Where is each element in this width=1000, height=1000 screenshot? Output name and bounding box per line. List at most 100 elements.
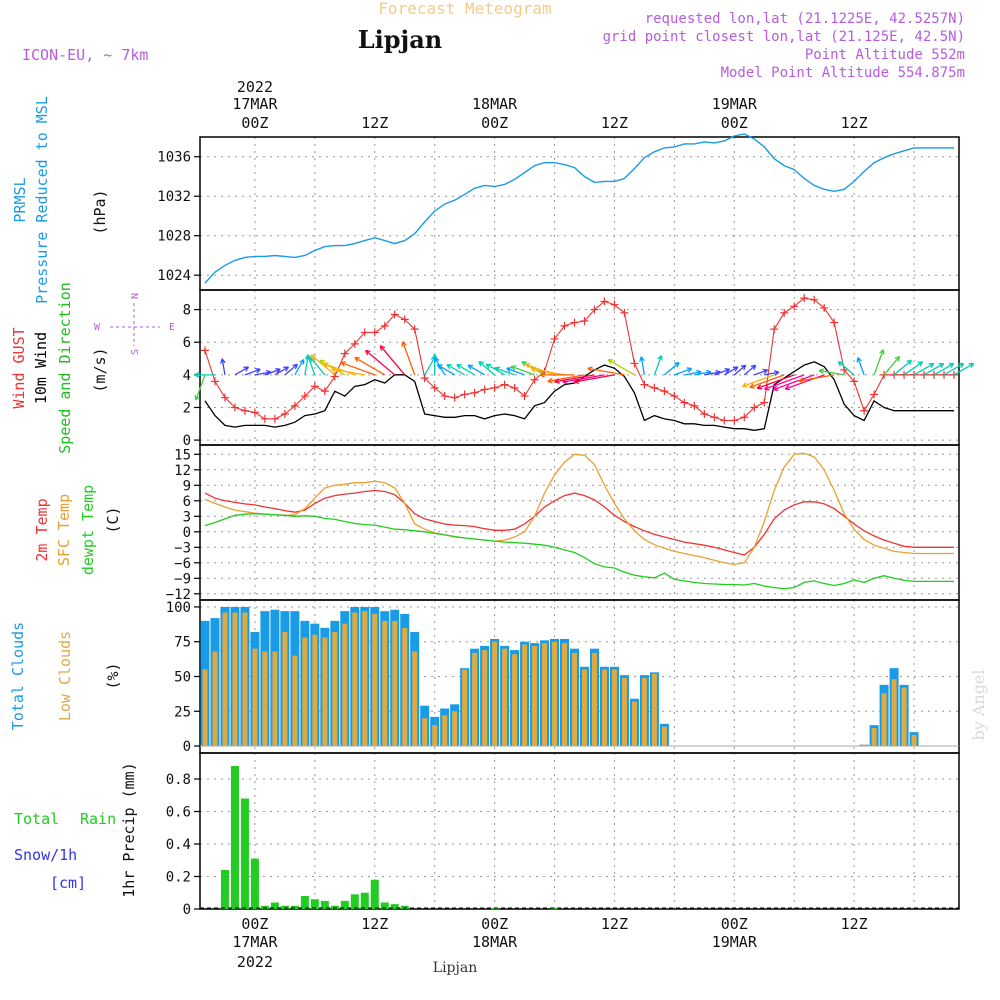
precip-ytick-label: 0.8 [166, 772, 191, 788]
gust-marker [240, 406, 249, 415]
wind-arrowhead [740, 364, 747, 371]
low-cloud-bar [322, 637, 328, 747]
wind-arrowhead [750, 364, 757, 371]
top-hour-label: 00Z [481, 114, 508, 132]
total-clouds-label: Total Clouds [9, 622, 27, 730]
wind-line [204, 361, 954, 431]
wind-arrowhead [283, 366, 289, 372]
precip-bar [250, 858, 259, 909]
bottom-hour-label: 12Z [361, 915, 388, 933]
low-cloud-bar [302, 637, 308, 747]
wind-arrowhead [938, 362, 945, 369]
gust-marker [670, 392, 679, 401]
top-hour-label: 12Z [601, 114, 628, 132]
wind-arrowhead [506, 367, 512, 373]
gust-marker [730, 416, 739, 425]
gust-marker [310, 382, 319, 391]
gust-marker [370, 328, 379, 337]
wind-ytick-label: 8 [183, 303, 191, 319]
gust-marker [320, 387, 329, 396]
gust-marker [490, 383, 499, 392]
wind-arrow [893, 359, 912, 376]
low-cloud-bar [502, 648, 508, 747]
sfctemp-label: SFC Temp [55, 494, 73, 566]
gust-marker [260, 414, 269, 423]
temp-ytick-label: 6 [183, 494, 191, 510]
gust-marker [580, 317, 589, 325]
wind-arrowhead [467, 364, 474, 370]
wind-arrowhead [562, 378, 568, 385]
low-cloud-bar [631, 701, 637, 747]
gust-marker [360, 328, 369, 337]
precip-panel: 0 0.2 0.4 0.6 0.8 [166, 752, 960, 918]
gust-marker [770, 325, 779, 334]
wind-arrow [704, 371, 721, 376]
wind-arrow [772, 374, 815, 391]
wind-arrowhead [354, 356, 360, 363]
wind-arrowhead [906, 359, 912, 366]
low-cloud-bar [412, 651, 418, 747]
wind-arrowhead [879, 349, 885, 355]
gust-marker [600, 297, 609, 306]
wind-arrow [798, 374, 835, 382]
low-cloud-bar [572, 652, 578, 747]
wind-arrow [923, 362, 944, 376]
dewpt-label: dewpt Temp [79, 485, 97, 575]
low-cloud-bar [581, 669, 587, 747]
wind-arrowhead [587, 366, 593, 372]
wind-arrow [754, 369, 768, 376]
wind-arrow [784, 374, 825, 390]
precip-bar [490, 908, 499, 910]
clouds-unit: (%) [104, 662, 122, 689]
wind-arrow [743, 364, 757, 376]
temp2m-label: 2m Temp [33, 498, 51, 561]
wind-arrowhead [573, 378, 580, 385]
wind-arrowhead [319, 359, 325, 365]
wind-arrow [485, 363, 505, 376]
gust-marker [300, 392, 309, 401]
low-cloud-bar [462, 669, 468, 747]
wind-arrowhead [220, 358, 226, 364]
wind-arrowhead [732, 366, 739, 372]
wind-arrowhead [764, 385, 770, 391]
wind-arrowhead [194, 394, 200, 401]
bottom-hour-label: 00Z [241, 915, 268, 933]
wind-arrow [857, 357, 865, 376]
snow-unit-label: [cm] [50, 874, 86, 892]
wind-arrowhead [292, 363, 298, 370]
low-cloud-bar [611, 669, 617, 747]
wind-arrow [694, 371, 712, 376]
pressure-label-2: Pressure Reduced to MSL [33, 96, 51, 304]
bottom-hour-label: 00Z [721, 915, 748, 933]
precip-bar [370, 879, 379, 909]
figure-title: Forecast Meteogram [378, 0, 551, 18]
wind-arrow [933, 362, 954, 376]
wind-arrow [562, 374, 605, 383]
clouds-panel: 0 25 50 75 100 [166, 599, 960, 755]
precip-bar [270, 902, 279, 909]
wind-arrowhead [607, 359, 614, 365]
gust-marker [680, 398, 689, 407]
temp-unit: (C) [104, 506, 122, 533]
low-cloud-bar [282, 631, 288, 747]
wind-arrow [365, 349, 396, 376]
wind-arrowhead [340, 361, 347, 367]
clouds-ytick-label: 0 [183, 739, 191, 755]
wind-arrowhead [401, 341, 407, 347]
precip-bar [330, 905, 339, 909]
wind-arrow [319, 359, 346, 376]
wind-arrow [943, 362, 964, 376]
precip-rain-label: Rain [80, 810, 116, 828]
wind-unit: (m/s) [91, 347, 109, 392]
gust-marker [430, 383, 439, 392]
wind-arrowhead [756, 384, 763, 390]
gust-line [204, 297, 954, 422]
precip-bar [290, 905, 299, 909]
wind-arrowhead [639, 356, 645, 362]
wind-arrowhead [310, 354, 317, 360]
top-hour-label: 12Z [841, 114, 868, 132]
temp-ytick-label: 12 [174, 463, 191, 479]
precip-bar [550, 908, 559, 910]
gust-marker [530, 375, 539, 384]
